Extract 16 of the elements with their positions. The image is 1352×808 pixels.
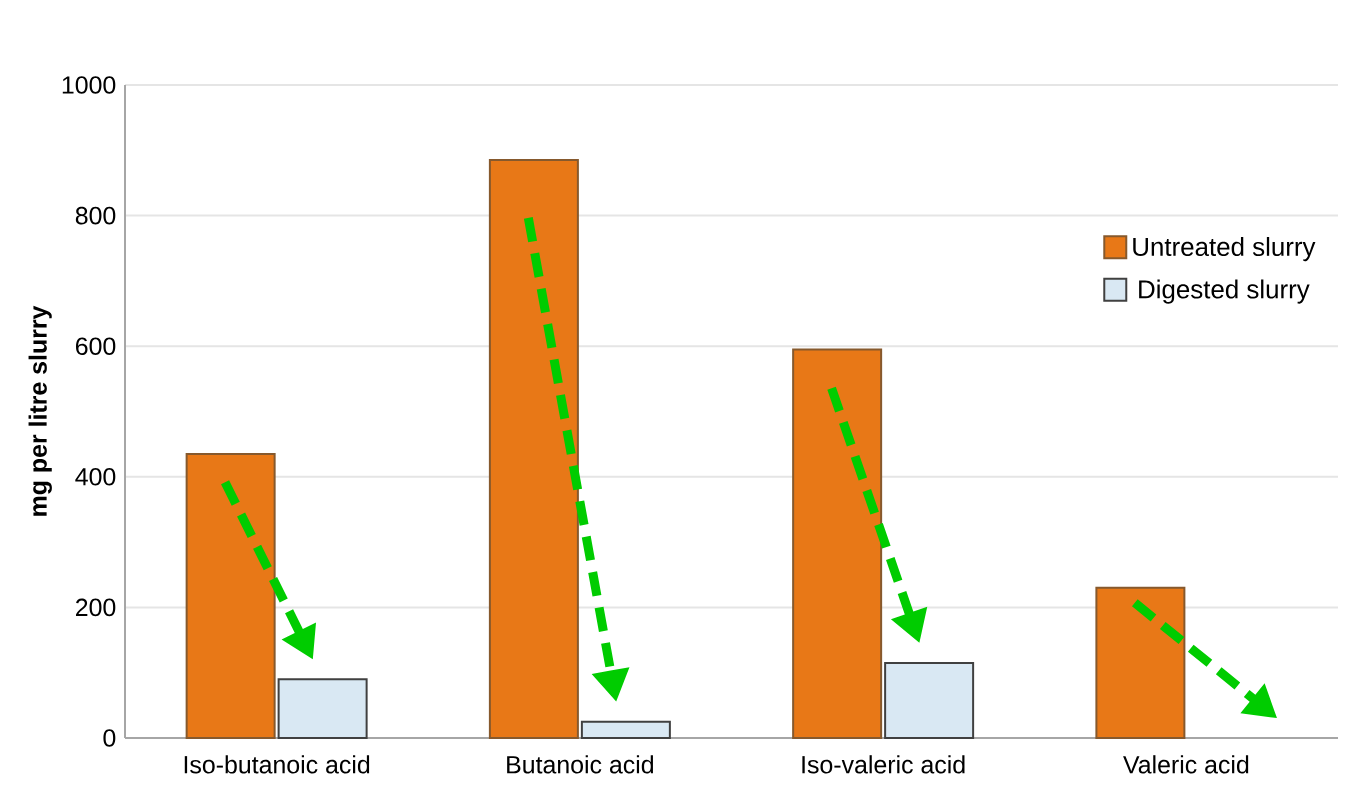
bar <box>277 678 368 739</box>
y-tick-label: 400 <box>75 468 116 486</box>
x-tick-label: Butanoic acid <box>507 755 653 774</box>
y-tick-label: 1000 <box>62 76 116 94</box>
y-tick-label: 0 <box>103 729 116 747</box>
bar <box>884 661 975 739</box>
legend-label: Untreated slurry <box>1133 237 1316 262</box>
y-axis-title: mg per litre slurry <box>28 305 52 516</box>
y-tick-label: 600 <box>76 337 116 356</box>
x-tick-label: Iso-butanoic acid <box>184 755 370 774</box>
x-tick-label: Valeric acid <box>1123 755 1249 774</box>
legend-label: Digested slurry <box>1139 279 1310 304</box>
y-tick-label: 200 <box>76 598 116 617</box>
bar <box>580 720 671 739</box>
y-tick-label: 800 <box>75 206 116 225</box>
x-tick-label: Iso-valeric acid <box>802 755 965 774</box>
